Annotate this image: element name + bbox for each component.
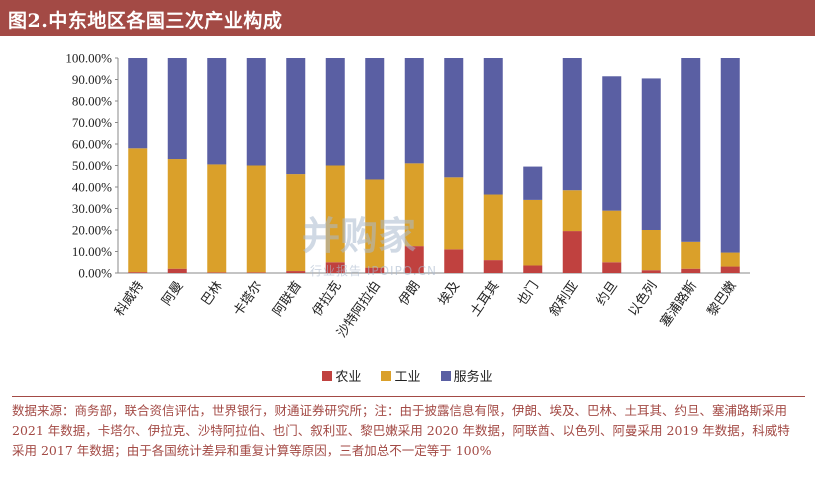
y-tick-label: 70.00%	[72, 115, 112, 130]
bar-segment-industry	[602, 210, 622, 263]
bar-segment-agriculture	[641, 270, 661, 273]
source-divider	[12, 396, 805, 397]
x-tick-label: 科威特	[112, 279, 147, 320]
x-tick-label: 约旦	[594, 279, 621, 309]
bar-segment-services	[483, 58, 503, 195]
bar-segment-industry	[444, 177, 464, 250]
bar-segment-industry	[641, 230, 661, 271]
x-tick-label: 伊朗	[396, 279, 423, 309]
bar-segment-services	[523, 166, 543, 200]
legend-label-services: 服务业	[453, 370, 493, 385]
bar-segment-agriculture	[444, 249, 464, 273]
y-tick-label: 80.00%	[72, 94, 112, 109]
bar-segment-industry	[365, 179, 385, 268]
bar-segment-industry	[167, 159, 187, 269]
legend-swatch-agriculture	[322, 370, 333, 381]
x-tick-label: 阿曼	[159, 279, 186, 309]
bar-segment-agriculture	[207, 272, 227, 273]
y-tick-label: 100.00%	[65, 51, 112, 66]
bar-segment-industry	[128, 148, 148, 273]
x-tick-label: 伊拉克	[310, 279, 345, 320]
x-tick-label: 叙利亚	[547, 279, 582, 320]
bar-segment-agriculture	[523, 265, 543, 273]
x-tick-label: 土耳其	[468, 279, 503, 320]
watermark-subtext: 行业报告 IPOIPO.CN	[310, 264, 437, 278]
source-note: 数据来源：商务部，联合资信评估，世界银行，财通证券研究所；注：由于披露信息有限，…	[12, 403, 790, 458]
bar-segment-services	[681, 58, 701, 242]
bar-segment-agriculture	[325, 262, 345, 273]
y-tick-label: 40.00%	[72, 180, 112, 195]
bar-segment-agriculture	[562, 231, 582, 273]
chart-title: 图2.中东地区各国三次产业构成	[8, 10, 283, 32]
bar-segment-agriculture	[720, 266, 740, 273]
bar-segment-agriculture	[365, 267, 385, 273]
bar-segment-industry	[286, 174, 306, 272]
chart-legend: 农业 工业 服务业	[0, 366, 815, 385]
bar-segment-industry	[207, 164, 227, 273]
legend-item-agriculture: 农业	[322, 366, 361, 385]
bar-segment-services	[128, 58, 148, 149]
x-tick-label: 巴林	[199, 279, 226, 309]
x-tick-label: 阿联酋	[270, 278, 305, 319]
watermark-logo: 并购家	[302, 214, 417, 258]
bar-segment-agriculture	[246, 272, 266, 273]
bar-segment-services	[720, 58, 740, 253]
bar-segment-industry	[325, 165, 345, 263]
bar-segment-services	[207, 58, 227, 165]
bar-segment-agriculture	[286, 271, 306, 273]
bar-segment-services	[404, 58, 424, 164]
y-tick-label: 90.00%	[72, 72, 112, 87]
bar-segment-agriculture	[602, 262, 622, 273]
bar-segment-industry	[720, 252, 740, 267]
bar-segment-agriculture	[128, 272, 148, 273]
bar-segment-services	[562, 58, 582, 191]
y-tick-label: 10.00%	[72, 244, 112, 259]
y-tick-label: 60.00%	[72, 137, 112, 152]
bar-segment-industry	[483, 194, 503, 261]
y-tick-label: 30.00%	[72, 201, 112, 216]
bar-segment-agriculture	[167, 268, 187, 273]
bar-segment-services	[641, 78, 661, 230]
bar-segment-industry	[562, 190, 582, 232]
legend-item-industry: 工业	[381, 366, 421, 385]
bar-segment-industry	[246, 165, 266, 273]
stacked-bar-chart: 0.00% 10.00% 20.00% 30.00% 40.00% 50.00% 60.00…	[65, 51, 750, 341]
bar-segment-agriculture	[681, 268, 701, 273]
legend-item-services: 服务业	[440, 366, 493, 385]
bar-segment-services	[167, 58, 187, 160]
legend-label-industry: 工业	[394, 370, 421, 385]
bar-segment-industry	[404, 163, 424, 247]
x-tick-label: 埃及	[436, 279, 463, 309]
x-tick-label: 也门	[515, 279, 542, 309]
bar-segment-industry	[523, 199, 543, 266]
y-tick-label: 0.00%	[78, 266, 112, 281]
y-tick-label: 20.00%	[72, 223, 112, 238]
y-tick-label: 50.00%	[72, 158, 112, 173]
x-tick-label: 以色列	[625, 278, 660, 319]
x-tick-label: 黎巴嫩	[705, 279, 740, 320]
bar-segment-services	[325, 58, 345, 166]
legend-label-agriculture: 农业	[335, 370, 362, 385]
bar-segment-services	[365, 58, 385, 180]
bar-segment-services	[246, 58, 266, 166]
legend-swatch-industry	[381, 370, 392, 381]
title-bar: 图2.中东地区各国三次产业构成	[0, 0, 815, 36]
bar-segment-services	[286, 58, 306, 175]
x-tick-label: 卡塔尔	[231, 279, 266, 320]
x-tick-label: 塞浦路斯	[657, 278, 700, 330]
bar-segment-agriculture	[404, 246, 424, 273]
bar-segment-agriculture	[483, 260, 503, 273]
bar-segment-industry	[681, 241, 701, 269]
bar-segment-services	[602, 76, 622, 211]
legend-swatch-services	[440, 370, 451, 381]
bar-segment-services	[444, 58, 464, 178]
